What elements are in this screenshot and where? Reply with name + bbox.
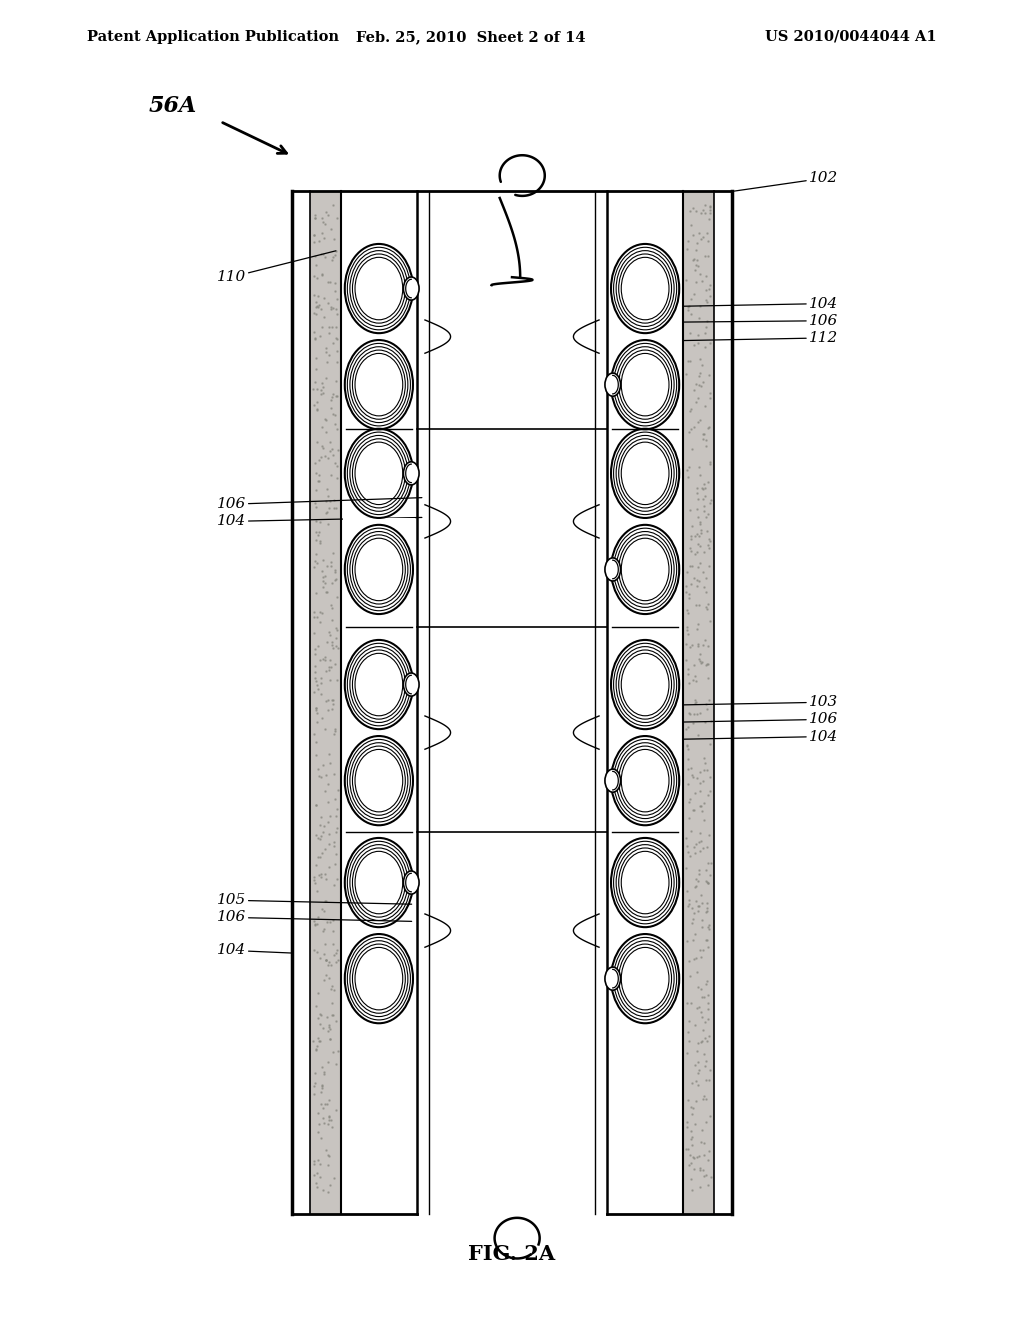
Ellipse shape bbox=[403, 462, 419, 484]
Text: 102: 102 bbox=[732, 172, 839, 191]
Polygon shape bbox=[609, 333, 681, 341]
Ellipse shape bbox=[605, 968, 621, 990]
Text: 106: 106 bbox=[216, 498, 422, 511]
Text: Feb. 25, 2010  Sheet 2 of 14: Feb. 25, 2010 Sheet 2 of 14 bbox=[356, 30, 586, 44]
Text: 110: 110 bbox=[216, 251, 336, 284]
Polygon shape bbox=[343, 333, 415, 341]
Text: 104: 104 bbox=[216, 515, 422, 528]
Polygon shape bbox=[429, 191, 595, 1214]
Text: Patent Application Publication: Patent Application Publication bbox=[87, 30, 339, 44]
Polygon shape bbox=[341, 191, 417, 1214]
Polygon shape bbox=[310, 191, 341, 1214]
Ellipse shape bbox=[605, 558, 621, 581]
Polygon shape bbox=[343, 927, 415, 935]
Ellipse shape bbox=[403, 277, 419, 300]
Text: 104: 104 bbox=[216, 944, 292, 957]
Text: 104: 104 bbox=[683, 297, 839, 310]
Text: 103: 103 bbox=[683, 696, 839, 709]
Text: 106: 106 bbox=[683, 314, 839, 327]
Ellipse shape bbox=[403, 871, 419, 894]
Polygon shape bbox=[607, 191, 683, 1214]
Text: 106: 106 bbox=[683, 713, 839, 726]
Polygon shape bbox=[609, 729, 681, 737]
Text: FIG. 2A: FIG. 2A bbox=[468, 1243, 556, 1265]
Polygon shape bbox=[609, 927, 681, 935]
Text: 112: 112 bbox=[683, 331, 839, 345]
Text: US 2010/0044044 A1: US 2010/0044044 A1 bbox=[765, 30, 937, 44]
Polygon shape bbox=[343, 517, 415, 525]
Text: 56A: 56A bbox=[148, 95, 197, 116]
Ellipse shape bbox=[403, 673, 419, 696]
Polygon shape bbox=[609, 517, 681, 525]
Polygon shape bbox=[343, 729, 415, 737]
Ellipse shape bbox=[605, 770, 621, 792]
Polygon shape bbox=[683, 191, 714, 1214]
Text: 104: 104 bbox=[683, 730, 839, 743]
Ellipse shape bbox=[605, 374, 621, 396]
Text: 106: 106 bbox=[216, 911, 412, 924]
Text: 105: 105 bbox=[216, 894, 412, 907]
